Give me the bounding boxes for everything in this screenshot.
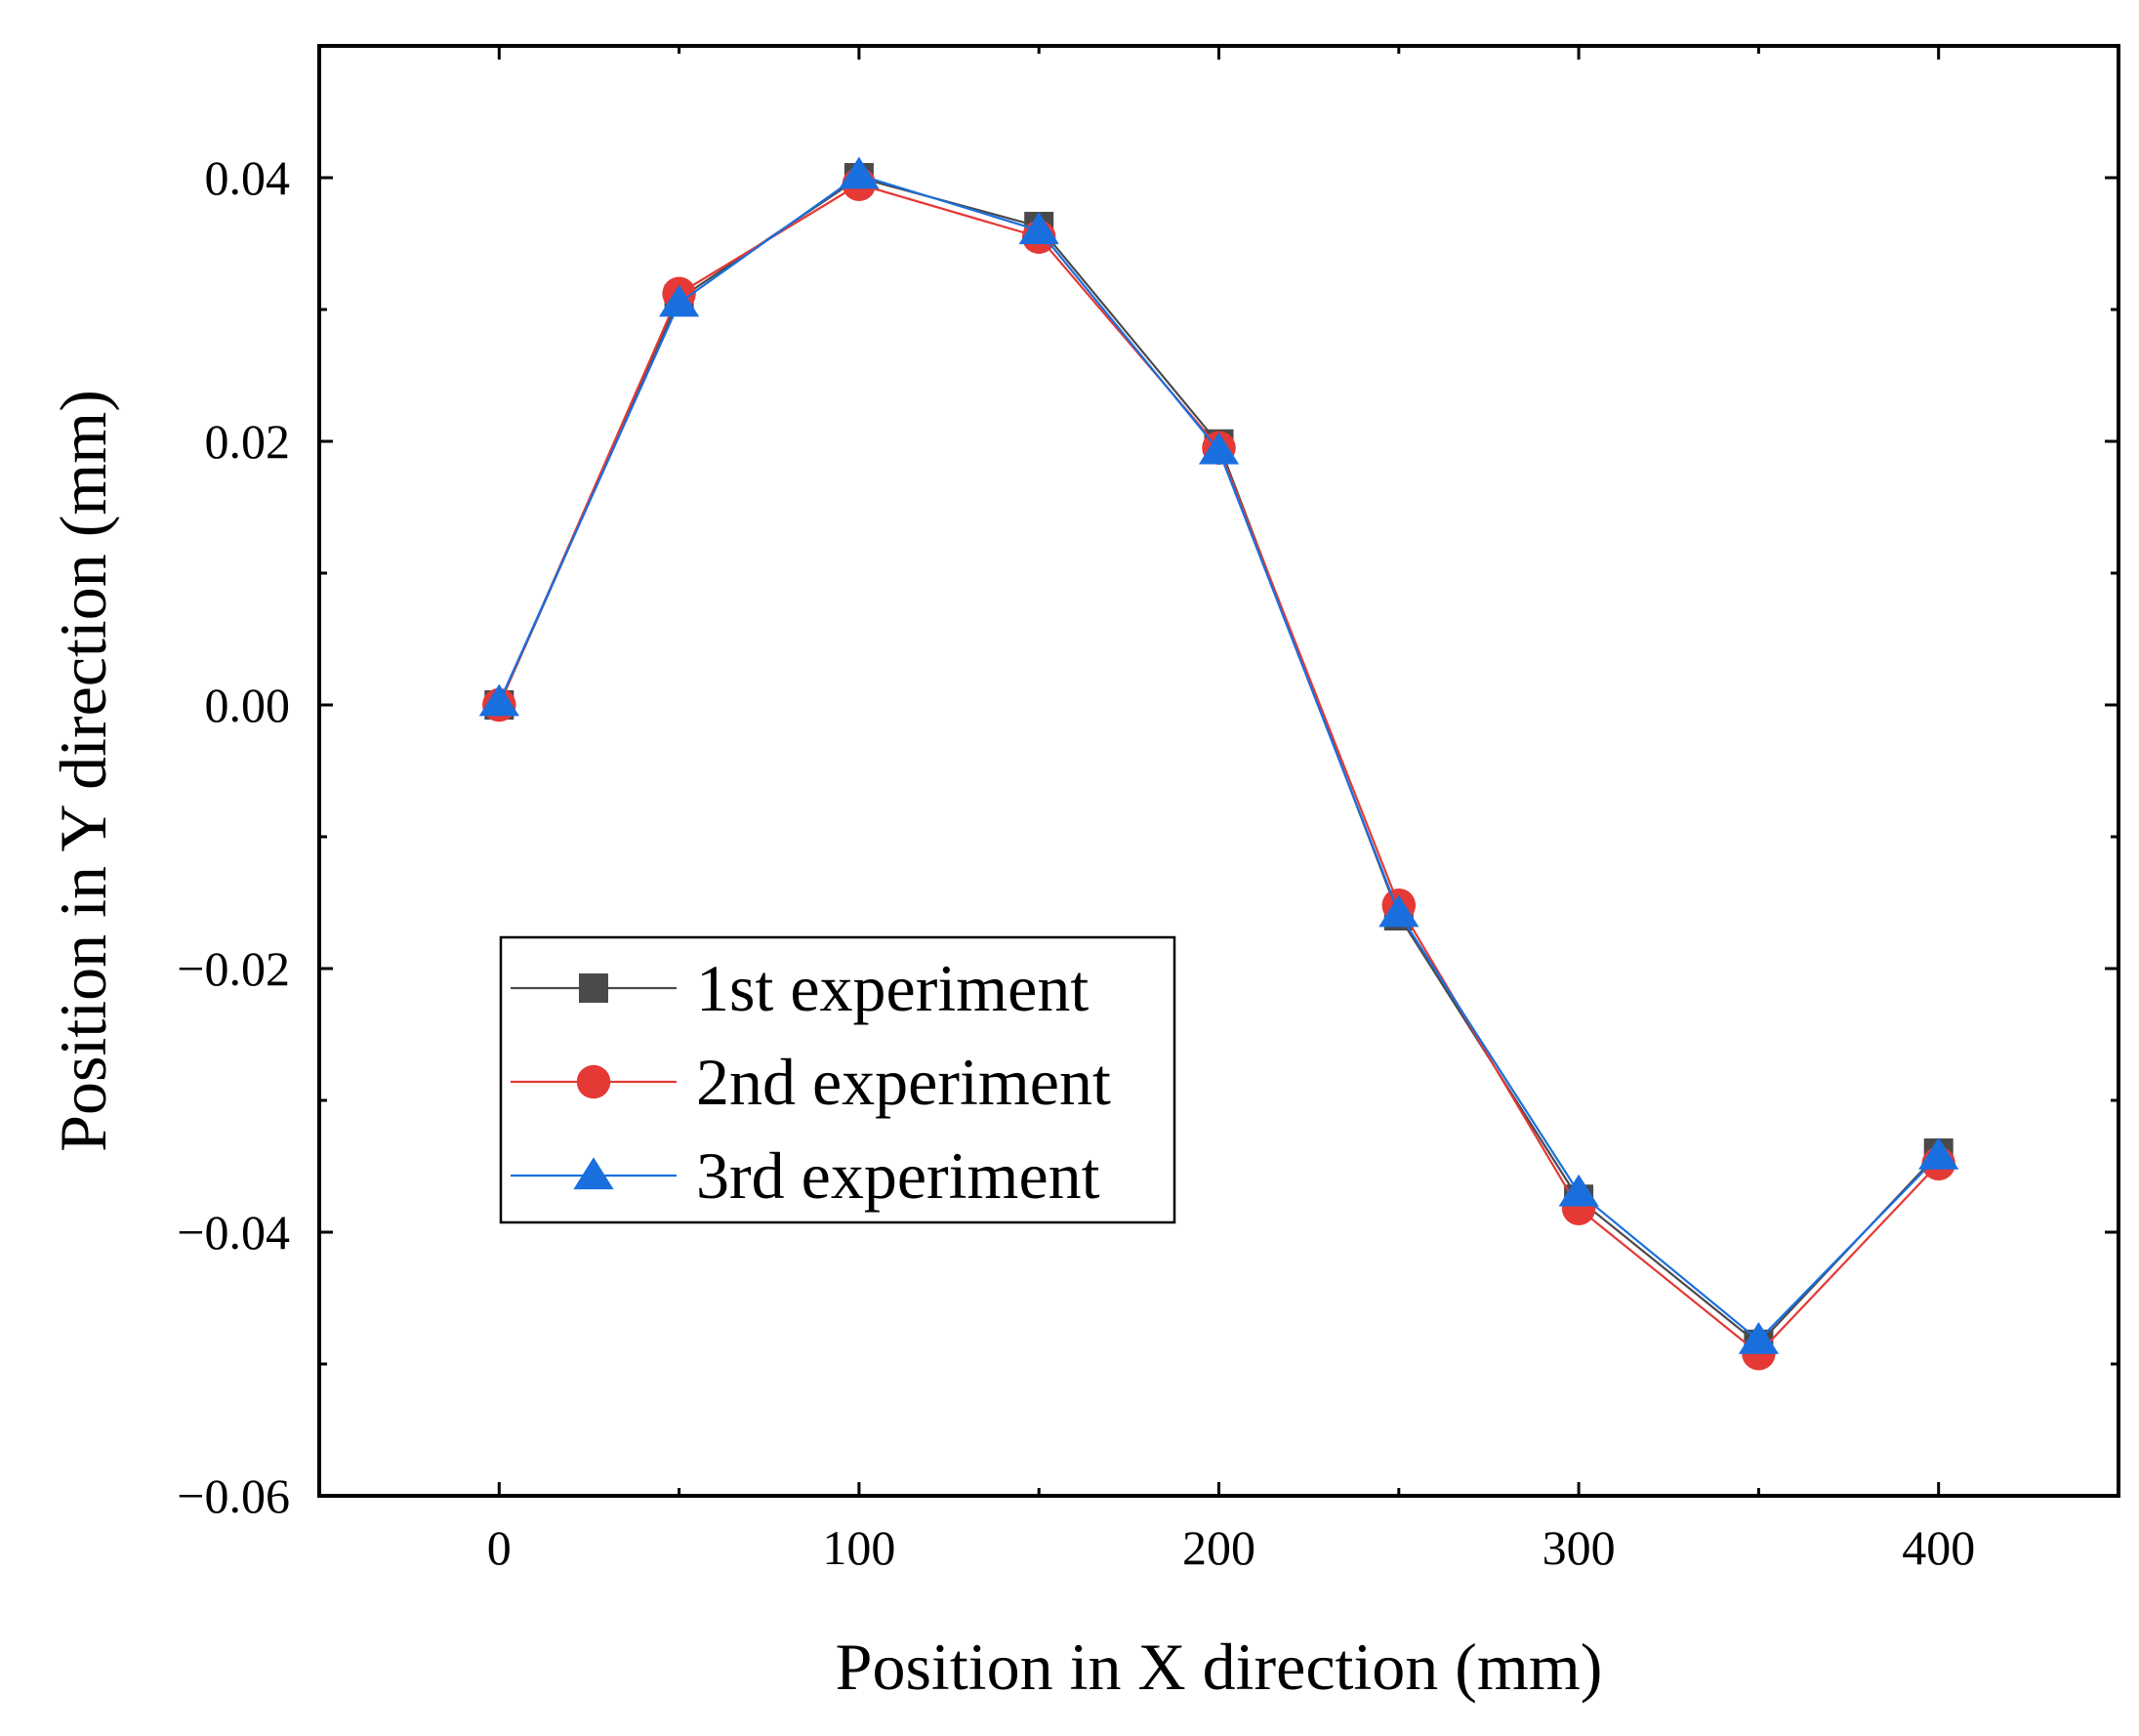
series-3-point bbox=[478, 683, 519, 717]
plot-frame bbox=[317, 44, 2120, 1498]
x-tick-label: 0 bbox=[487, 1520, 512, 1575]
legend-label-3: 3rd experiment bbox=[696, 1138, 1100, 1213]
legend-marker-1 bbox=[579, 973, 608, 1003]
series-3-point bbox=[658, 284, 700, 317]
legend-label-1: 1st experiment bbox=[696, 951, 1089, 1025]
y-axis-title: Position in Y direction (mm) bbox=[46, 390, 120, 1152]
axes-layer bbox=[317, 44, 2120, 1498]
plot-layer bbox=[478, 156, 1959, 1371]
x-tick-label: 300 bbox=[1543, 1520, 1616, 1575]
series-3-point bbox=[1018, 212, 1059, 245]
series-3-point bbox=[1378, 894, 1419, 928]
y-tick-label: 0.02 bbox=[205, 414, 291, 469]
series-3-point bbox=[1198, 432, 1240, 465]
legend-marker-2 bbox=[576, 1064, 611, 1099]
legend: 1st experiment 2nd experiment 3rd experime… bbox=[499, 935, 1176, 1224]
series-3-point bbox=[1558, 1174, 1599, 1207]
y-tick-label: 0.00 bbox=[205, 678, 291, 732]
x-tick-label: 400 bbox=[1902, 1520, 1975, 1575]
legend-marker-3 bbox=[573, 1157, 614, 1190]
legend-label-2: 2nd experiment bbox=[696, 1045, 1111, 1119]
ticks-layer: 0 100 200 300 400 −0.06 −0.04 −0.02 0.00 0.02 0.04 bbox=[177, 44, 2120, 1575]
x-tick-label: 200 bbox=[1182, 1520, 1255, 1575]
series-3-point bbox=[839, 156, 880, 189]
series-3-point bbox=[1738, 1321, 1780, 1354]
series-3-point bbox=[1918, 1137, 1959, 1170]
y-tick-label: 0.04 bbox=[205, 150, 291, 205]
x-tick-label: 100 bbox=[822, 1520, 895, 1575]
y-tick-label: −0.04 bbox=[177, 1205, 290, 1260]
y-tick-label: −0.02 bbox=[177, 941, 290, 996]
x-axis-title: Position in X direction (mm) bbox=[836, 1630, 1603, 1704]
legend-entries: 1st experiment 2nd experiment 3rd experime… bbox=[511, 951, 1111, 1213]
y-tick-label: −0.06 bbox=[177, 1468, 290, 1523]
